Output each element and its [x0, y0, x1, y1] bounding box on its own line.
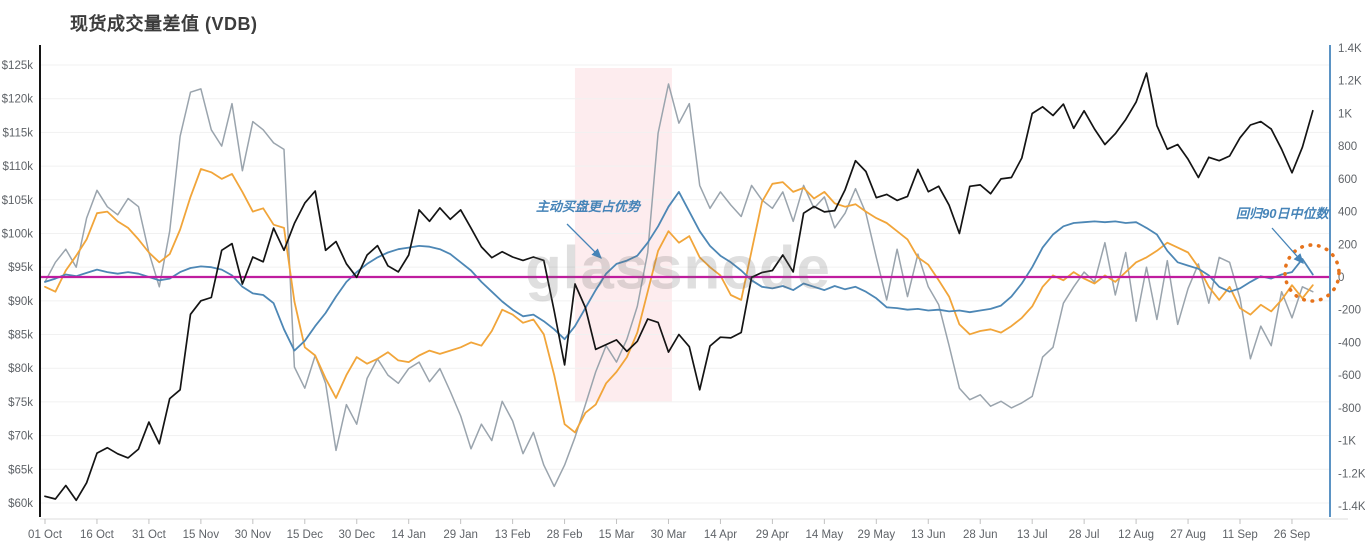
series-line-price-black[interactable]: [44, 72, 1314, 502]
x-tick-label: 14 May: [805, 529, 843, 541]
left-axis-label: $80k: [8, 363, 33, 375]
annotation-arrow-1: [1271, 227, 1304, 264]
right-axis-label: -1K: [1338, 436, 1356, 448]
right-axis-label: 0: [1338, 272, 1344, 284]
x-tick-label: 30 Nov: [235, 529, 272, 541]
x-tick-label: 29 Apr: [756, 529, 789, 541]
page-title: 现货成交量差值 (VDB): [70, 14, 258, 34]
annotation-return-90d-median: 回归90日中位数: [1236, 206, 1329, 221]
glassnode-watermark: glassnode: [525, 234, 831, 302]
x-tick-label: 28 Feb: [547, 529, 583, 541]
x-tick-label: 01 Oct: [28, 529, 63, 541]
x-tick-label: 15 Mar: [599, 529, 635, 541]
left-axis-label: $100k: [2, 228, 34, 240]
x-tick-label: 30 Mar: [651, 529, 687, 541]
x-tick-label: 14 Jan: [391, 529, 426, 541]
right-axis-label: -400: [1338, 337, 1361, 349]
annotation-buyers-dominant: 主动买盘更占优势: [536, 199, 641, 214]
series-line-vdb-slow-blue[interactable]: [44, 190, 1314, 352]
right-axis-label: 1K: [1338, 108, 1352, 120]
series-line-vdb-fast-gray[interactable]: [44, 83, 1314, 488]
x-tick-label: 29 May: [857, 529, 895, 541]
x-tick-label: 16 Oct: [80, 529, 115, 541]
left-axis-label: $120k: [2, 94, 34, 106]
x-tick-label: 13 Feb: [495, 529, 531, 541]
x-tick-label: 31 Oct: [132, 529, 167, 541]
left-axis-label: $90k: [8, 296, 33, 308]
right-axis-label: 1.4K: [1338, 43, 1362, 55]
dashed-circle-highlight: [1283, 243, 1341, 303]
x-tick-label: 15 Dec: [287, 529, 324, 541]
left-axis-label: $60k: [8, 498, 33, 510]
left-axis-label: $75k: [8, 397, 33, 409]
x-tick-label: 13 Jul: [1017, 529, 1048, 541]
right-axis-label: -1.2K: [1338, 468, 1365, 480]
x-tick-label: 11 Sep: [1222, 529, 1258, 541]
left-axis-label: $65k: [8, 464, 33, 476]
right-axis-label: -200: [1338, 305, 1361, 317]
left-axis-label: $95k: [8, 262, 33, 274]
right-axis-label: 800: [1338, 141, 1357, 153]
left-axis-label: $125k: [2, 60, 34, 72]
left-axis-label: $110k: [3, 161, 34, 173]
annotation-arrow-0: [566, 223, 602, 259]
right-axis-label: -800: [1338, 403, 1361, 415]
x-tick-label: 12 Aug: [1118, 529, 1154, 541]
right-axis-label: 200: [1338, 239, 1357, 251]
left-axis-label: $105k: [2, 195, 34, 207]
x-tick-label: 27 Aug: [1170, 529, 1206, 541]
x-tick-label: 14 Apr: [704, 529, 737, 541]
left-axis-label: $115k: [3, 127, 34, 139]
right-axis-label: 600: [1338, 174, 1357, 186]
left-axis-label: $70k: [8, 431, 33, 443]
right-axis-label: -1.4K: [1338, 501, 1365, 513]
right-axis-label: 400: [1338, 207, 1357, 219]
x-tick-label: 30 Dec: [339, 529, 376, 541]
x-tick-label: 15 Nov: [183, 529, 220, 541]
left-axis-label: $85k: [8, 330, 33, 342]
right-axis-label: 1.2K: [1338, 76, 1362, 88]
x-tick-label: 29 Jan: [443, 529, 478, 541]
x-tick-label: 13 Jun: [911, 529, 946, 541]
right-axis-label: -600: [1338, 370, 1361, 382]
x-tick-label: 28 Jun: [963, 529, 998, 541]
x-tick-label: 28 Jul: [1069, 529, 1100, 541]
x-tick-label: 26 Sep: [1274, 529, 1310, 541]
